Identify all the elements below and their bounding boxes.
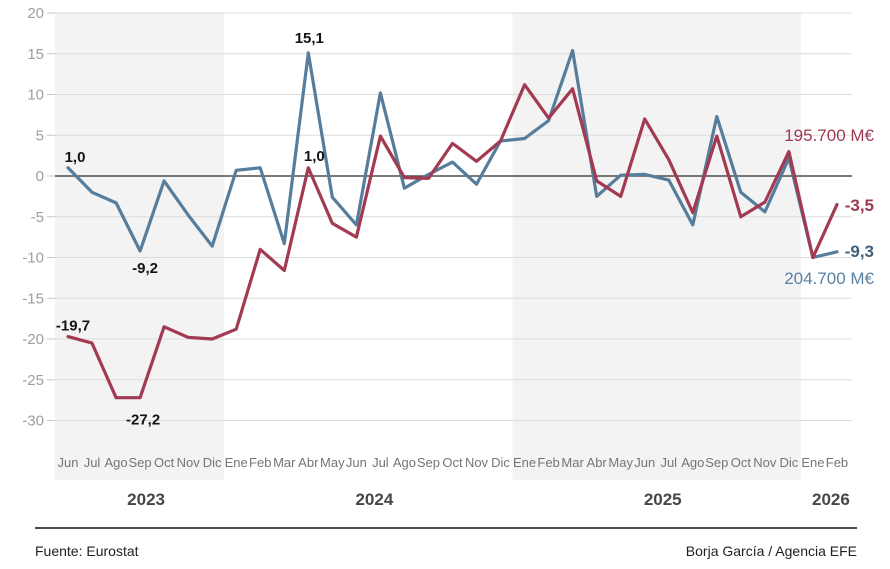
x-tick-label: Oct [154,455,175,470]
value-annotation: -9,2 [132,260,158,277]
x-tick-label: Feb [826,455,848,470]
series-end-label: -9,3 [845,242,874,261]
x-tick-label: Jul [372,455,389,470]
x-tick-label: Nov [753,455,777,470]
x-tick-label: Ago [681,455,704,470]
x-tick-label: Nov [177,455,201,470]
value-annotation: -19,7 [56,318,90,335]
x-tick-label: Sep [417,455,440,470]
x-tick-label: Mar [273,455,296,470]
x-tick-label: Abr [587,455,608,470]
year-label-2024: 2024 [355,490,393,509]
y-axis-tick-label: 10 [27,87,44,104]
value-annotation: -27,2 [126,412,160,429]
line-serie-azul [66,48,839,260]
x-tick-label: Dic [491,455,510,470]
y-axis-tick-label: -15 [22,290,44,307]
series-end-label: 195.700 M€ [784,126,874,145]
line-serie-roja [66,83,839,400]
year-label-2026: 2026 [812,490,850,509]
x-tick-label: Ene [225,455,248,470]
x-tick-label: Ago [104,455,127,470]
x-tick-label: May [320,455,345,470]
year-label-2023: 2023 [127,490,165,509]
x-tick-label: Jun [346,455,367,470]
x-tick-label: Feb [249,455,271,470]
x-tick-label: Oct [731,455,752,470]
y-axis-tick-label: 15 [27,46,44,63]
x-tick-label: Abr [298,455,319,470]
y-axis-tick-label: -5 [31,209,44,226]
x-tick-label: Jul [660,455,677,470]
y-axis-tick-label: 20 [27,5,44,22]
value-annotation: 1,0 [65,149,86,166]
x-tick-label: Dic [780,455,799,470]
x-tick-label: Ene [801,455,824,470]
y-axis-tick-label: -20 [22,331,44,348]
x-tick-label: Jun [58,455,79,470]
x-tick-label: Jun [634,455,655,470]
value-annotation: 1,0 [304,148,325,165]
footer-divider [35,527,857,529]
y-axis-tick-label: -10 [22,250,44,267]
y-axis-tick-label: 5 [36,127,44,144]
series-end-label: 204.700 M€ [784,269,874,288]
x-tick-label: Feb [537,455,559,470]
x-tick-label: Dic [203,455,222,470]
x-tick-label: Ene [513,455,536,470]
year-label-2025: 2025 [644,490,682,509]
x-tick-label: Sep [129,455,152,470]
x-tick-label: Jul [84,455,101,470]
series-end-label: -3,5 [845,196,874,215]
y-axis-tick-label: 0 [36,168,44,185]
y-axis-tick-label: -30 [22,413,44,430]
source-label: Fuente: Eurostat [35,543,139,559]
y-axis-tick-label: -25 [22,372,44,389]
value-annotation: 15,1 [295,30,324,47]
x-tick-label: May [608,455,633,470]
x-tick-label: Mar [561,455,584,470]
year-band-2025 [512,12,801,480]
credit-label: Borja García / Agencia EFE [685,543,857,559]
x-tick-label: Sep [705,455,728,470]
year-band-2023 [55,12,225,480]
x-tick-label: Ago [393,455,416,470]
x-tick-label: Oct [442,455,463,470]
x-tick-label: Nov [465,455,489,470]
